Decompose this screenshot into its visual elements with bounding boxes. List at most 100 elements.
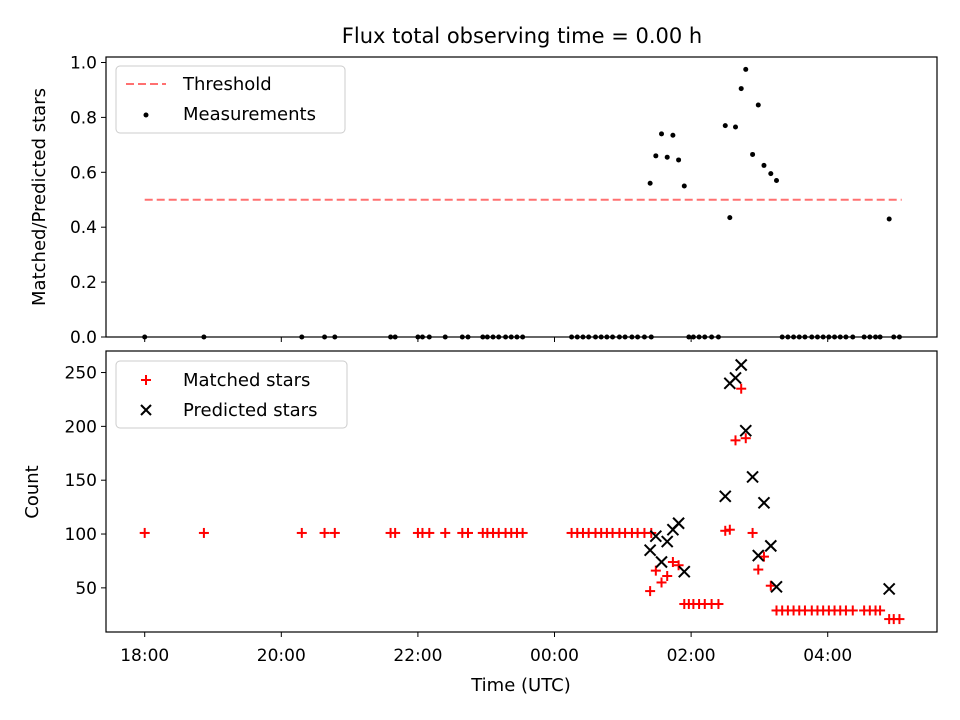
matched-star-point — [440, 527, 451, 538]
measurement-point — [676, 157, 682, 163]
y-tick-label: 200 — [65, 417, 97, 437]
x-tick-label: 00:00 — [530, 646, 579, 666]
matched-star-point — [517, 527, 528, 538]
measurement-point — [761, 162, 767, 168]
matched-star-point — [740, 433, 751, 444]
matched-star-point — [667, 557, 678, 568]
bottom-y-ticks: 50 100 150 200 250 — [65, 364, 106, 599]
matched-star-point — [662, 571, 673, 582]
predicted-star-point — [643, 543, 657, 557]
matched-star-point — [894, 614, 905, 625]
predicted-star-point — [746, 470, 759, 484]
y-tick-label: 250 — [65, 364, 97, 384]
matched-star-point — [390, 527, 401, 538]
predicted-star-point — [719, 490, 732, 503]
y-tick-label: 150 — [65, 471, 97, 491]
bottom-plot-frame — [105, 350, 938, 633]
bottom-legend: Matched stars Predicted stars — [115, 360, 348, 429]
matched-star-point — [329, 527, 340, 538]
top-legend-box — [115, 65, 346, 134]
matched-star-point — [462, 527, 473, 538]
measurement-point — [722, 123, 728, 129]
measurement-point — [743, 66, 749, 72]
measurement-point — [755, 102, 761, 108]
matched-star-point — [656, 577, 667, 588]
top-y-ticks: 0.0 0.2 0.4 0.6 0.8 1.0 — [70, 53, 106, 348]
bottom-y-axis-label: Count — [22, 465, 43, 518]
top-x-ticks — [144, 337, 829, 342]
matched-star-point — [720, 525, 731, 536]
x-tick-label: 04:00 — [803, 646, 852, 666]
matched-star-point — [753, 564, 764, 575]
legend-measurements-swatch — [143, 112, 149, 118]
matched-star-point — [296, 527, 307, 538]
legend-threshold-label: Threshold — [182, 74, 272, 95]
matched-star-point — [319, 527, 330, 538]
matched-star-point — [847, 605, 858, 616]
matched-star-point — [139, 527, 150, 538]
matched-star-point — [875, 605, 886, 616]
chart-title: Flux total observing time = 0.00 h — [342, 24, 702, 48]
predicted-star-point — [734, 358, 748, 372]
matched-star-point — [645, 586, 656, 597]
y-tick-label: 0.0 — [70, 328, 97, 348]
measurement-point — [733, 124, 739, 130]
y-tick-label: 0.6 — [70, 163, 97, 183]
measurement-point — [664, 154, 670, 160]
legend-predicted-swatch — [140, 404, 152, 416]
measurement-point — [670, 132, 676, 138]
predicted-star-point — [764, 539, 778, 553]
predicted-star-point — [739, 424, 752, 437]
x-tick-label: 18:00 — [120, 646, 169, 666]
bottom-panel: 50 100 150 200 250 18:00 20:00 22:00 00:00 02:00… — [22, 350, 938, 696]
matched-star-point — [424, 527, 435, 538]
measurement-point — [773, 178, 779, 184]
y-tick-label: 1.0 — [70, 53, 97, 73]
matched-star-point — [736, 383, 747, 394]
measurement-point — [738, 86, 744, 92]
measurement-point — [886, 216, 892, 222]
y-tick-label: 0.4 — [70, 218, 97, 238]
matched-star-point — [730, 435, 741, 446]
matched-star-point — [673, 560, 684, 571]
predicted-star-point — [752, 549, 765, 562]
x-tick-label: 02:00 — [667, 646, 716, 666]
predicted-star-point — [757, 496, 771, 510]
measurement-point — [647, 180, 653, 186]
top-plot-frame — [105, 56, 938, 338]
top-legend: Threshold Measurements — [115, 65, 346, 134]
x-tick-label: 22:00 — [393, 646, 442, 666]
legend-matched-swatch — [141, 375, 151, 385]
measurement-point — [768, 171, 774, 177]
predicted-star-point — [729, 371, 742, 385]
measurement-point — [681, 183, 687, 189]
matched-star-point — [724, 524, 735, 535]
predicted-star-point — [770, 580, 783, 593]
measurement-point — [653, 153, 659, 159]
measurement-point — [659, 131, 665, 137]
x-axis-label: Time (UTC) — [470, 675, 571, 696]
y-tick-label: 0.8 — [70, 108, 97, 128]
measurement-point — [750, 151, 756, 157]
y-tick-label: 50 — [75, 579, 97, 599]
legend-predicted-label: Predicted stars — [183, 400, 317, 421]
predicted-star-point — [678, 565, 691, 578]
legend-measurements-label: Measurements — [183, 104, 316, 125]
top-panel: 0.0 0.2 0.4 0.6 0.8 1.0 Matched/Predicted sta… — [29, 53, 938, 348]
legend-matched-label: Matched stars — [183, 370, 310, 391]
y-tick-label: 0.2 — [70, 273, 97, 293]
x-tick-label: 20:00 — [257, 646, 306, 666]
matched-star-point — [713, 599, 724, 610]
bottom-legend-box — [115, 360, 348, 429]
y-tick-label: 100 — [65, 525, 97, 545]
top-y-axis-label: Matched/Predicted stars — [29, 88, 50, 306]
predicted-star-point — [882, 582, 896, 596]
predicted-star-point — [649, 529, 663, 543]
bottom-x-ticks: 18:00 20:00 22:00 00:00 02:00 04:00 — [120, 632, 852, 666]
predicted-star-point — [661, 535, 674, 548]
predicted-star-point — [655, 555, 668, 569]
bottom-data-marks — [139, 358, 905, 625]
predicted-star-point — [672, 517, 685, 530]
matched-star-point — [747, 527, 758, 538]
